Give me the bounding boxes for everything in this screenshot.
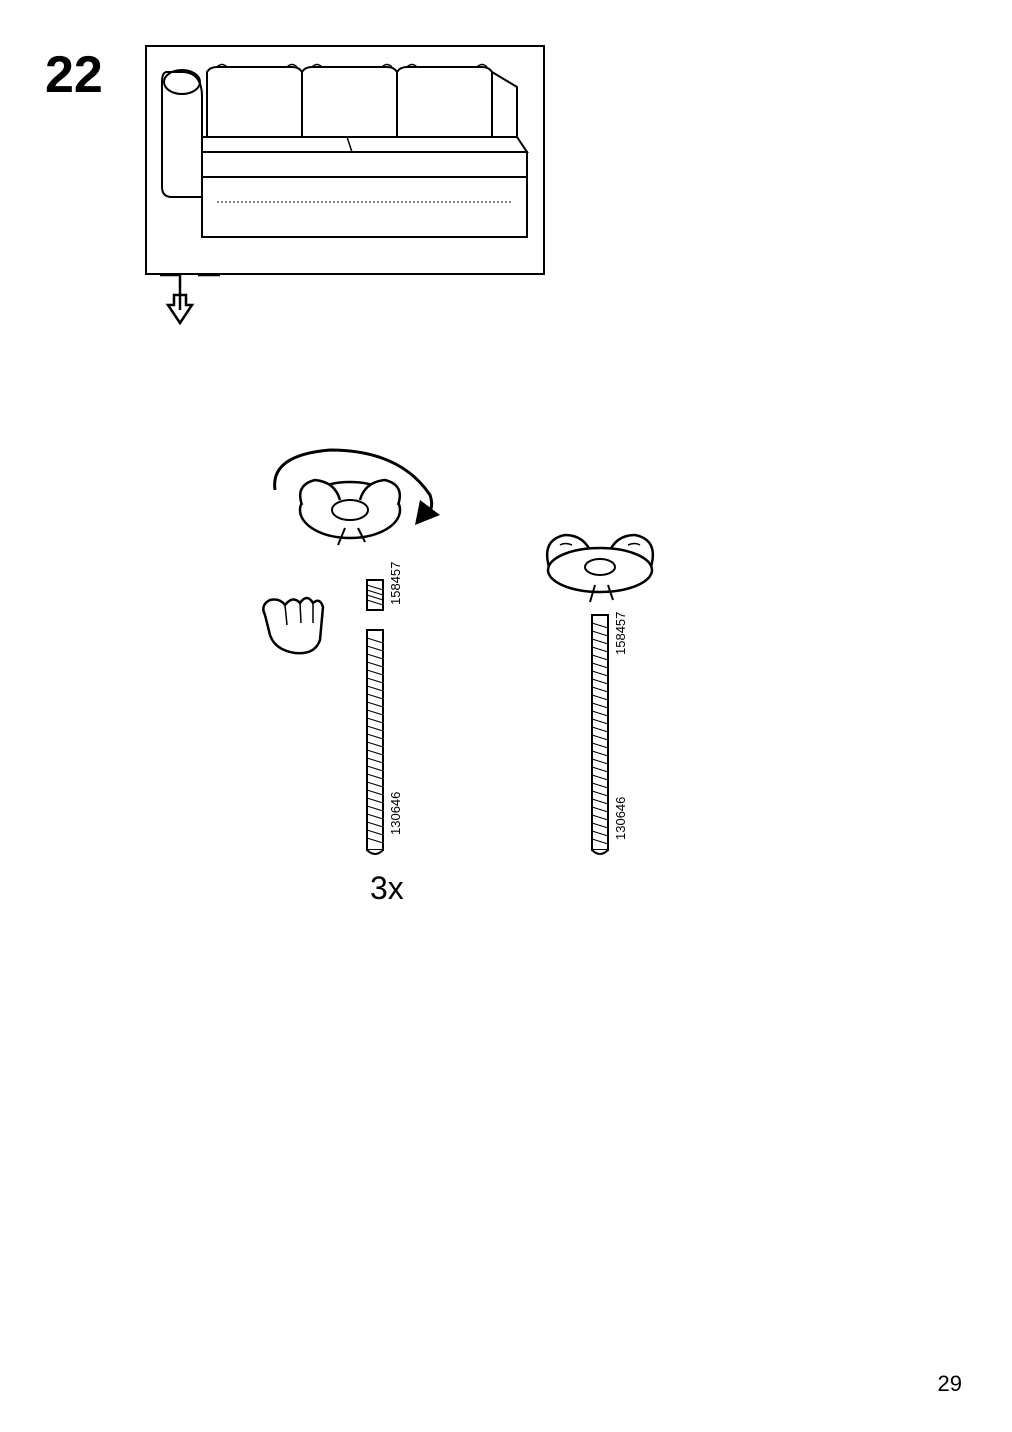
part-label-wingnut-1: 158457 (388, 562, 403, 605)
arrow-down-icon (160, 265, 220, 335)
hardware-parts-icon: 158457 130646 (220, 440, 820, 920)
parts-illustration: 158457 130646 (220, 440, 820, 940)
part-label-wingnut-2: 158457 (613, 612, 628, 655)
step-number: 22 (45, 45, 103, 105)
sofa-illustration-box (145, 45, 545, 275)
quantity-label: 3x (370, 870, 404, 907)
hand-icon (263, 598, 323, 653)
part-label-bolt-1: 130646 (388, 792, 403, 835)
sofa-icon (147, 47, 543, 273)
part-label-bolt-2: 130646 (613, 797, 628, 840)
page-number: 29 (938, 1371, 962, 1397)
